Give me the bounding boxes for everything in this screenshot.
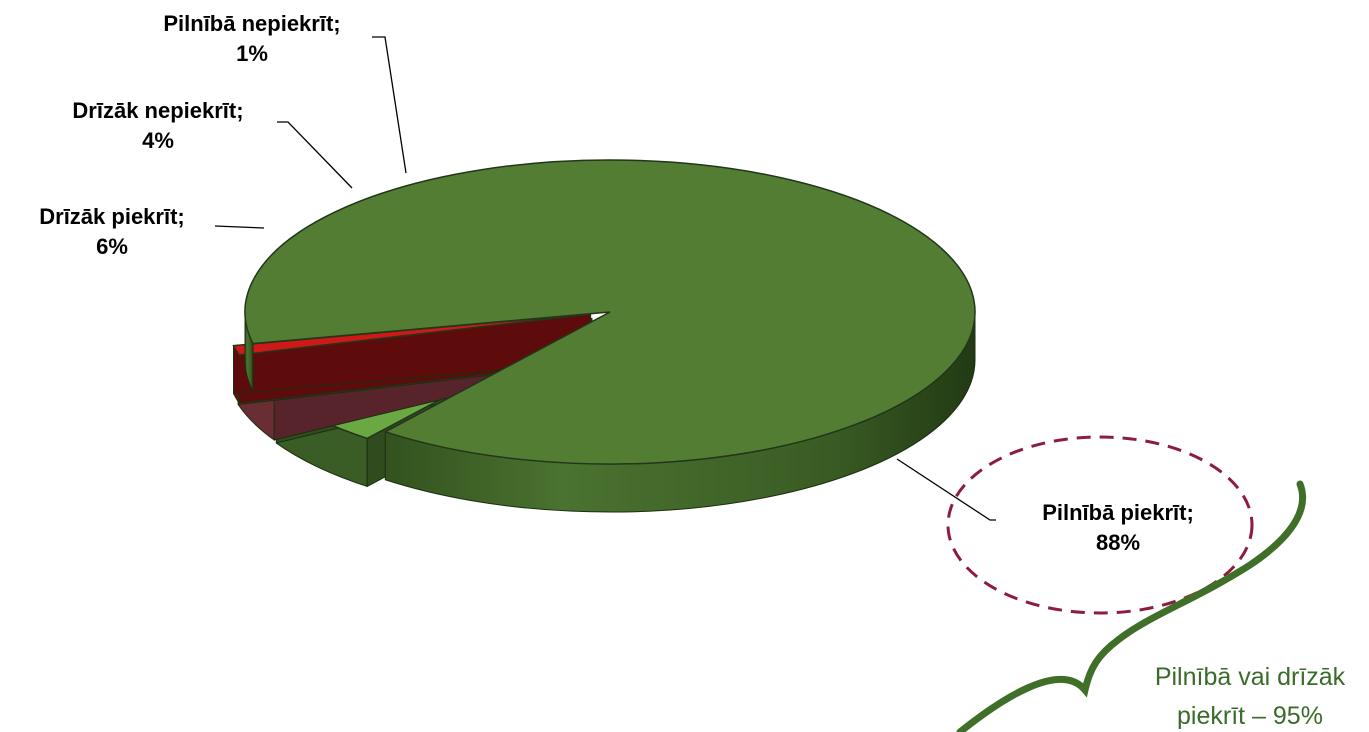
data-label-value-pilniba-nepiekrit: 1% — [236, 41, 268, 66]
pie-top-pilniba-piekrit — [244, 159, 976, 465]
data-label-category-drizak-nepiekrit: Drīzāk nepiekrīt; — [72, 98, 243, 123]
leader-line-drizak-piekrit — [214, 225, 265, 229]
summary-note-line1: Pilnībā vai drīzāk — [1155, 663, 1346, 691]
data-label-value-drizak-nepiekrit: 4% — [142, 128, 174, 153]
data-label-category-pilniba-piekrit: Pilnībā piekrīt; — [1042, 500, 1194, 525]
pie-slice-pilniba-piekrit — [244, 159, 976, 513]
leader-line-drizak-nepiekrit — [277, 121, 353, 189]
curly-brace — [956, 480, 1306, 732]
leader-line-pilniba-nepiekrit — [372, 36, 407, 174]
data-label-category-pilniba-nepiekrit: Pilnībā nepiekrīt; — [163, 11, 340, 36]
leader-line-pilniba-piekrit — [896, 458, 996, 521]
data-label-value-drizak-piekrit: 6% — [96, 234, 128, 259]
data-label-value-pilniba-piekrit: 88% — [1096, 530, 1140, 555]
data-label-category-drizak-piekrit: Drīzāk piekrīt; — [39, 204, 185, 229]
pie-slice-pilniba-nepiekrit — [232, 313, 592, 405]
highlight-ellipse — [946, 435, 1254, 615]
summary-note-line2: piekrīt – 95% — [1177, 702, 1323, 730]
pie-top-pilniba-nepiekrit — [232, 313, 591, 356]
